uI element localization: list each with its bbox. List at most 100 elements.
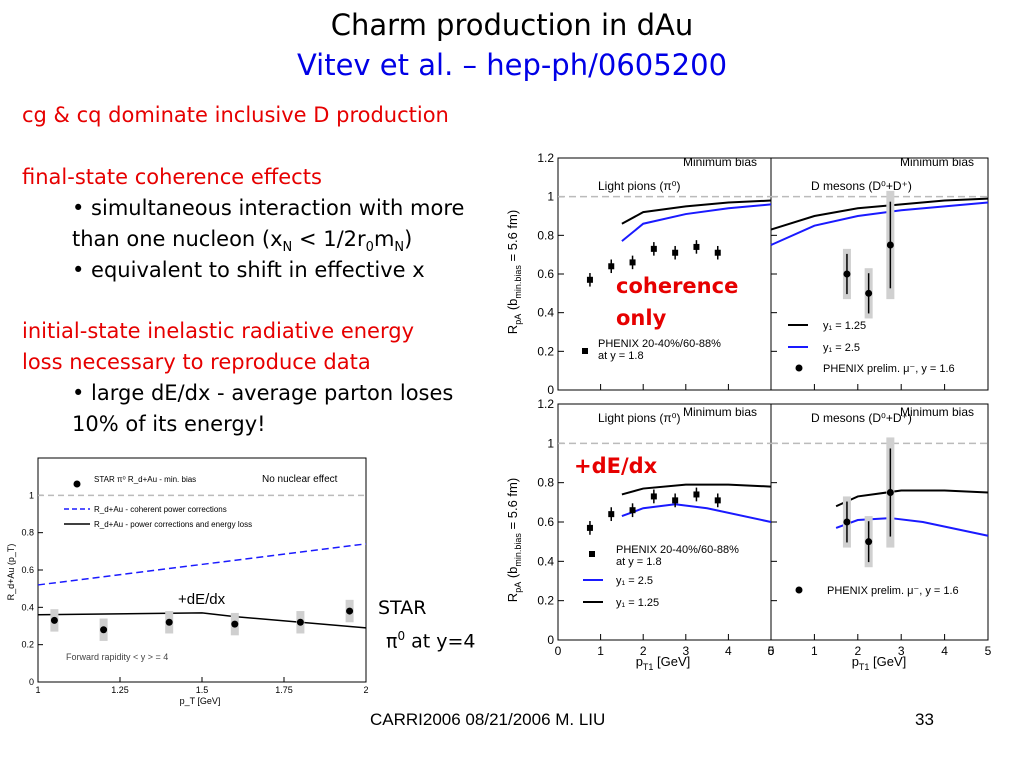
panel-1-y-tick-label: 0.4 <box>537 306 554 320</box>
panel-2-label-right: Minimum bias <box>900 155 974 169</box>
panel-2-label-left: D mesons (D⁰+D⁺) <box>811 179 912 193</box>
bullet-nucleon: than one nucleon (xN < 1/2r0mN) <box>72 227 413 256</box>
panel-3-x-tick-label: 3 <box>682 644 689 658</box>
panel-3-legend-4: y₁ = 1.25 <box>616 597 659 609</box>
panel-1-data-point <box>608 263 615 270</box>
panel-2-data-point <box>886 241 894 249</box>
panel-1-data-point <box>586 276 593 283</box>
star-x-tick-label: 1.75 <box>275 685 293 695</box>
star-dedx-label: +dE/dx <box>178 591 226 608</box>
star-x-tick-label: 1.5 <box>196 685 209 695</box>
panel-3-data-point <box>608 511 615 518</box>
panel-4-label-left: D mesons (D⁰+D⁺) <box>811 411 912 425</box>
panel-4-data-point <box>886 489 894 496</box>
point-inclusive-d: cg & cq dominate inclusive D production <box>22 103 449 127</box>
footer-text: CARRI2006 08/21/2006 M. LIU <box>370 710 606 729</box>
panel-3-x-tick-label: 2 <box>640 644 647 658</box>
panel-1-curve <box>621 199 772 225</box>
star-plot: 1 1.25 1.5 1.75 2 0 0.2 0.4 0.6 0.8 1 No nuclear e… <box>0 452 372 710</box>
panel-4-curve <box>835 517 989 537</box>
panel-4-x-tick-label: 5 <box>985 644 992 658</box>
panel-2-legend-1: y₁ = 1.25 <box>823 320 866 332</box>
panel-3-data-point <box>650 493 657 500</box>
star-x-tick-label: 1 <box>35 685 40 695</box>
panel-2-curve <box>770 201 989 246</box>
star-data-point <box>231 620 239 628</box>
panel-1-legend-marker <box>582 348 588 354</box>
star-data-point <box>346 607 354 615</box>
panel-3-x-tick-label: 1 <box>597 644 604 658</box>
panel-3-y-tick-label: 0.2 <box>537 594 554 608</box>
panel-1-y-tick-label: 0.8 <box>537 228 554 242</box>
coherence-label-1: coherence <box>616 274 739 298</box>
panel-4-label-right: Minimum bias <box>900 405 974 419</box>
panel-3-curve <box>621 503 772 523</box>
panel-3-y-tick-label: 0.4 <box>537 554 554 568</box>
panel-4-x-tick-label: 3 <box>898 644 905 658</box>
star-annotation-1: STAR <box>378 597 427 619</box>
bullet-dedx-2: 10% of its energy! <box>72 412 266 436</box>
panel-4-legend-marker <box>795 586 803 594</box>
point-coherence: final-state coherence effects <box>22 165 322 189</box>
panel-3-data-point <box>714 497 721 504</box>
panel-1-label-left: Light pions (π⁰) <box>598 179 680 193</box>
panel-1-y-tick-label: 0.6 <box>537 267 554 281</box>
panel-2-legend-2: y₁ = 2.5 <box>823 342 860 354</box>
slide-subtitle: Vitev et al. – hep-ph/0605200 <box>296 48 728 82</box>
bullet-dedx-1: • large dE/dx - average parton loses <box>72 381 454 405</box>
panel-3-y-tick-label: 1 <box>547 436 554 450</box>
coherence-label-2: only <box>616 306 667 330</box>
star-frame <box>37 457 367 683</box>
panel-3-legend-marker <box>589 551 595 557</box>
panel-3-y-tick-label: 1.2 <box>537 397 554 411</box>
page-number: 33 <box>915 710 934 729</box>
star-x-label: p_T [GeV] <box>180 696 221 706</box>
star-y-label: R_d+Au (p_T) <box>6 544 16 601</box>
star-legend-marker <box>73 480 81 488</box>
panel-3-label-left: Light pions (π⁰) <box>598 411 680 425</box>
panel-1-legend-1: PHENIX 20-40%/60-88% <box>598 338 721 350</box>
panel-1-data-point <box>629 259 636 266</box>
panel-1-data-point <box>650 245 657 252</box>
star-legend-1: STAR π⁰ R_d+Au - min. bias <box>94 475 196 484</box>
panel-3-x-tick-label: 0 <box>555 644 562 658</box>
star-y-tick-label: 1 <box>29 490 34 500</box>
star-y-tick-label: 0.6 <box>21 565 34 575</box>
star-x-tick-label: 1.25 <box>111 685 129 695</box>
star-y-tick-label: 0 <box>29 677 34 687</box>
panel-2-legend-3: PHENIX prelim. μ⁻, y = 1.6 <box>823 363 955 375</box>
dedx-label-right: +dE/dx <box>574 454 658 478</box>
panel-1-y-tick-label: 0 <box>547 383 554 397</box>
panel-2-curve <box>770 197 989 231</box>
panel-1-data-point <box>672 249 679 256</box>
vitev-figure: 0 0.2 0.4 0.6 0.8 1 1.2 Light pions (π⁰) Minimum… <box>503 142 996 672</box>
star-series-coherent <box>37 543 367 586</box>
panel-3-y-tick-label: 0 <box>547 633 554 647</box>
star-legend-2: R_d+Au - coherent power corrections <box>94 505 227 514</box>
star-series-eloss <box>37 612 367 629</box>
panel-3-data-point <box>693 491 700 498</box>
star-data-point <box>296 618 304 626</box>
panel-1-curve <box>621 203 772 242</box>
panel-4-frame <box>770 403 989 641</box>
panel-1-legend-2: at y = 1.8 <box>598 350 644 362</box>
bullet-shift-x: • equivalent to shift in effective x <box>72 258 425 282</box>
panel-3-curve <box>621 483 772 496</box>
panel-3-legend-3: y₁ = 2.5 <box>616 575 653 587</box>
panel-3-data-point <box>672 497 679 504</box>
star-no-nuclear-effect: No nuclear effect <box>262 474 338 485</box>
panel-4-x-tick-label: 4 <box>941 644 948 658</box>
panel-3-x-tick-label: 4 <box>725 644 732 658</box>
bullet-simultaneous: • simultaneous interaction with more <box>72 196 465 220</box>
panel-4-legend-1: PHENIX prelim. μ⁻, y = 1.6 <box>827 585 959 597</box>
panel-1-y-tick-label: 1 <box>547 190 554 204</box>
star-chart-svg: 1 1.25 1.5 1.75 2 0 0.2 0.4 0.6 0.8 1 No nuclear e… <box>6 457 369 706</box>
point-energy-loss-2: loss necessary to reproduce data <box>22 350 371 374</box>
bottom-y-label: RpA (bmin.bias = 5.6 fm) <box>505 478 523 602</box>
star-data-point <box>165 618 173 626</box>
star-y-tick-label: 0.2 <box>21 640 34 650</box>
panel-1-y-tick-label: 0.2 <box>537 344 554 358</box>
panel-3-data-point <box>586 524 593 531</box>
star-data-point <box>100 626 108 634</box>
panel-4-x-tick-label: 2 <box>854 644 861 658</box>
